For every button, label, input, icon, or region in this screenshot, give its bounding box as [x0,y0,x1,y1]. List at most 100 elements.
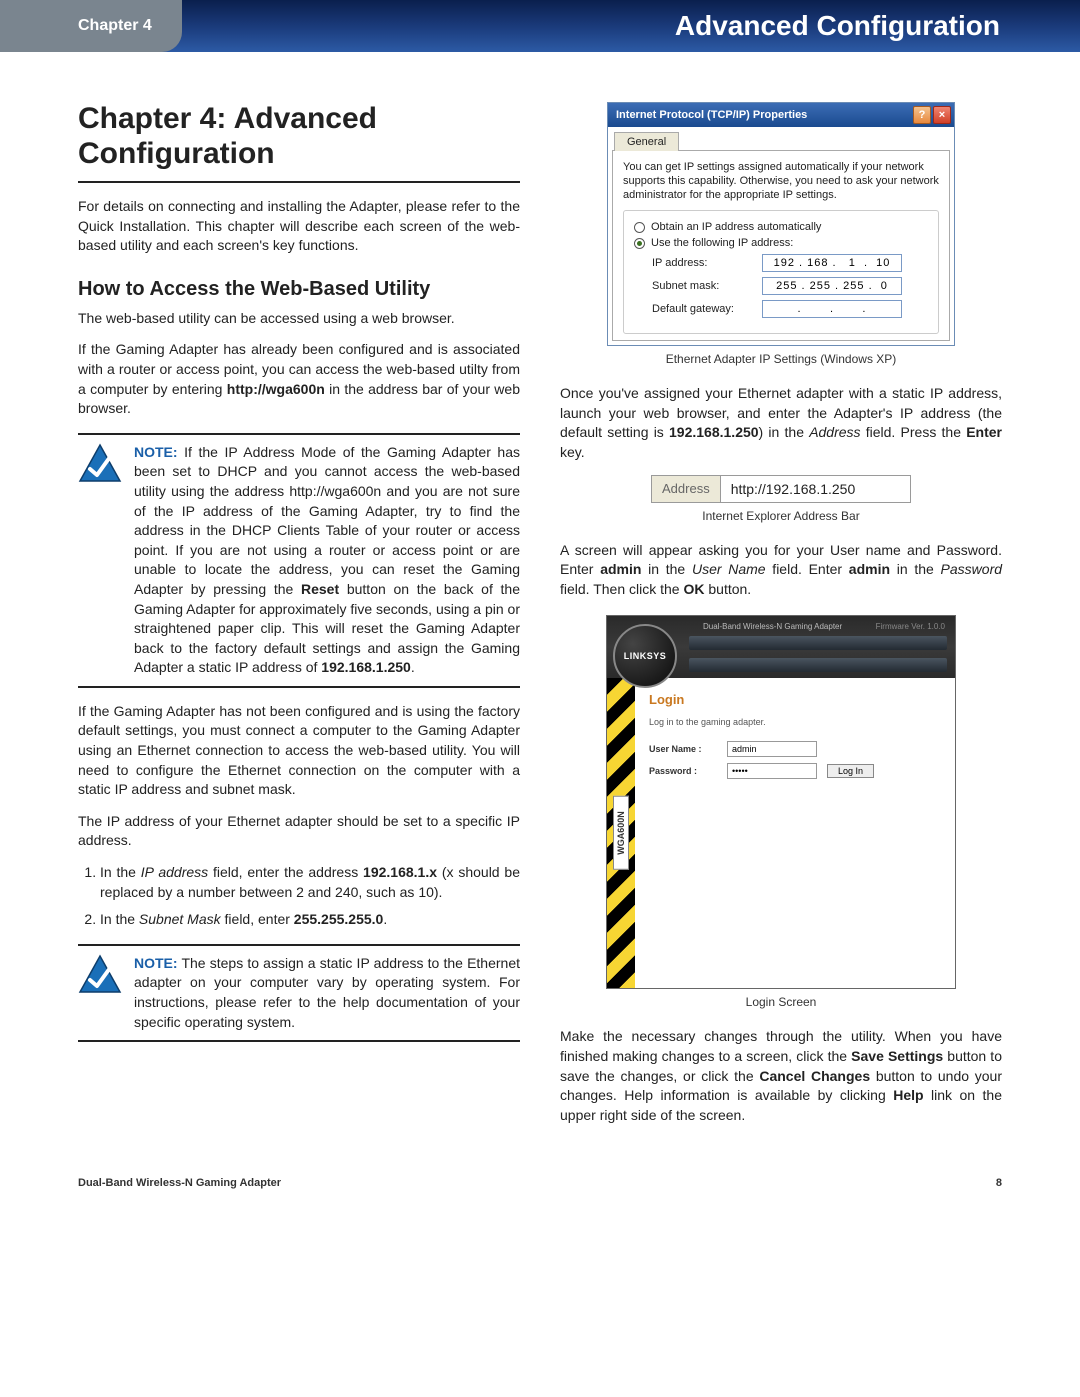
section-heading: How to Access the Web-Based Utility [78,278,520,301]
s2-mid: field, enter [221,911,294,927]
note-box-1: NOTE: If the IP Address Mode of the Gami… [78,433,520,688]
step-list: In the IP address field, enter the addre… [78,863,520,930]
general-tab[interactable]: General [614,132,679,151]
checkmark-icon [78,443,122,487]
login-title: Login [649,692,941,707]
checkmark-icon [78,954,122,998]
note1-end: . [411,659,415,675]
rp2-m3: in the [890,561,941,577]
password-input[interactable] [727,763,817,779]
note1-pre: If the IP Address Mode of the Gaming Ada… [134,444,520,597]
radio-icon-selected [634,238,645,249]
login-screen: LINKSYS Dual-Band Wireless-N Gaming Adap… [606,615,956,989]
chapter-heading: Chapter 4: Advanced Configuration [78,102,520,183]
nav-bar-2 [689,658,947,672]
close-button[interactable]: × [933,106,951,124]
ip-fieldset: Obtain an IP address automatically Use t… [623,210,939,334]
login-main: Login Log in to the gaming adapter. User… [635,678,955,988]
subnet-label: Subnet mask: [652,280,762,292]
left-column: Chapter 4: Advanced Configuration For de… [78,102,520,1137]
s2-i: Subnet Mask [139,911,221,927]
s2-pre: In the [100,911,139,927]
ip-address-row: IP address: [652,254,928,272]
s2-b: 255.255.255.0 [294,911,384,927]
model-label: WGA600N [613,797,629,871]
username-label: User Name : [649,744,727,754]
ip-address-input[interactable] [762,254,902,272]
r-p3: Make the necessary changes through the u… [560,1027,1002,1125]
rp1-b2: Enter [966,424,1002,440]
subnet-row: Subnet mask: [652,277,928,295]
rp2-i1: User Name [692,561,766,577]
login-button[interactable]: Log In [827,764,874,778]
rp1-mid: ) in the [759,424,810,440]
radio-icon [634,222,645,233]
note-label: NOTE: [134,955,178,971]
username-input[interactable] [727,741,817,757]
firmware-label: Firmware Ver. 1.0.0 [876,622,945,631]
note1-reset: Reset [301,581,339,597]
brand-text: LINKSYS [624,651,667,661]
rp2-post: button. [704,581,751,597]
address-label: Address [652,476,721,502]
s2-post: . [383,911,387,927]
help-button[interactable]: ? [913,106,931,124]
s1-i: IP address [141,864,208,880]
body-p4: The IP address of your Ethernet adapter … [78,812,520,851]
gateway-row: Default gateway: [652,300,928,318]
rp1-i: Address [809,424,860,440]
r-p2: A screen will appear asking you for your… [560,541,1002,600]
rp1-mid2: field. Press the [861,424,967,440]
username-row: User Name : [649,741,941,757]
s1-pre: In the [100,864,141,880]
right-column: Internet Protocol (TCP/IP) Properties ? … [560,102,1002,1137]
caption-3: Login Screen [560,995,1002,1009]
body-p1: The web-based utility can be accessed us… [78,309,520,329]
login-body: WGA600N Login Log in to the gaming adapt… [607,678,955,988]
chapter-tab: Chapter 4 [0,0,182,52]
radio-auto[interactable]: Obtain an IP address automatically [634,221,928,233]
subnet-input[interactable] [762,277,902,295]
rp3-b2: Cancel Changes [759,1068,870,1084]
tcpip-dialog: Internet Protocol (TCP/IP) Properties ? … [607,102,955,346]
address-url[interactable]: http://192.168.1.250 [721,476,910,502]
login-header: LINKSYS Dual-Band Wireless-N Gaming Adap… [607,616,955,678]
radio1-label: Obtain an IP address automatically [651,221,821,233]
note-box-2: NOTE: The steps to assign a static IP ad… [78,944,520,1042]
rp2-i2: Password [941,561,1002,577]
rp2-b3: OK [683,581,704,597]
dialog-desc: You can get IP settings assigned automat… [623,161,939,202]
page-number: 8 [996,1177,1002,1189]
password-row: Password : Log In [649,763,941,779]
rp2-m1: in the [641,561,692,577]
dialog-titlebar: Internet Protocol (TCP/IP) Properties ? … [608,103,954,127]
rp2-b1: admin [600,561,641,577]
hazard-strip: WGA600N [607,678,635,988]
radio-manual[interactable]: Use the following IP address: [634,237,928,249]
address-bar: Address http://192.168.1.250 [651,475,911,503]
radio2-label: Use the following IP address: [651,237,793,249]
login-instructions: Log in to the gaming adapter. [649,717,941,727]
titlebar-buttons: ? × [913,106,951,124]
product-label: Dual-Band Wireless-N Gaming Adapter [703,622,842,631]
header-title: Advanced Configuration [675,10,1000,42]
footer-product: Dual-Band Wireless-N Gaming Adapter [78,1177,281,1189]
gateway-input[interactable] [762,300,902,318]
note-1-text: NOTE: If the IP Address Mode of the Gami… [134,443,520,678]
password-label: Password : [649,766,727,776]
dialog-panel: You can get IP settings assigned automat… [612,150,950,341]
step-2: In the Subnet Mask field, enter 255.255.… [100,910,520,930]
page-body: Chapter 4: Advanced Configuration For de… [0,52,1080,1167]
note-2-text: NOTE: The steps to assign a static IP ad… [134,954,520,1032]
note-label: NOTE: [134,444,178,460]
brand-seal: LINKSYS [613,624,677,688]
rp1-post: key. [560,444,585,460]
rp3-b3: Help [893,1087,923,1103]
gateway-label: Default gateway: [652,303,762,315]
caption-1: Ethernet Adapter IP Settings (Windows XP… [560,352,1002,366]
rp3-b1: Save Settings [851,1048,943,1064]
r-p1: Once you've assigned your Ethernet adapt… [560,384,1002,462]
note1-ip: 192.168.1.250 [321,659,411,675]
body-p2: If the Gaming Adapter has already been c… [78,340,520,418]
s1-mid: field, enter the address [208,864,363,880]
